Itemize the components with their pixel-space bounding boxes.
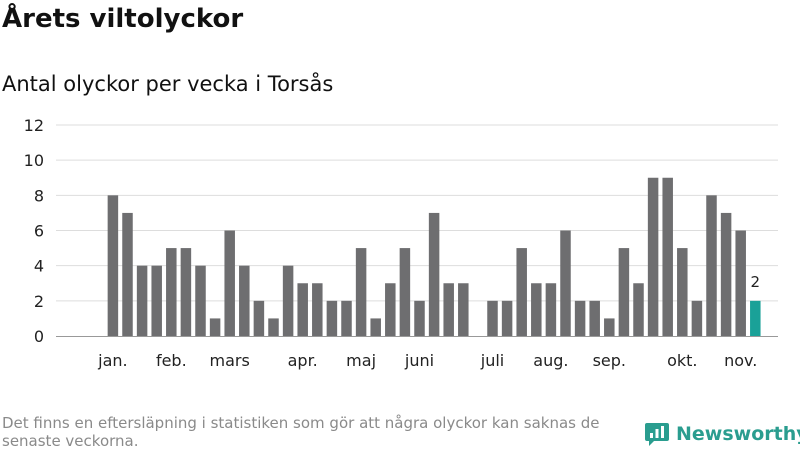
bar [107, 195, 119, 336]
bar [399, 248, 411, 336]
bar-chart: 0 2 4 6 8 10 12 2 jan. feb. mars apr. maj juni juli aug… [24, 116, 778, 370]
x-tick-label: maj [346, 351, 376, 370]
chart-subtitle: Antal olyckor per vecka i Torsås [2, 72, 334, 96]
bar [443, 283, 454, 336]
bar-highlight [750, 300, 761, 336]
bar [341, 300, 352, 336]
bar [385, 283, 396, 336]
footnote: Det finns en eftersläpning i statistiken… [2, 414, 600, 450]
bar [180, 248, 192, 336]
bar [312, 283, 323, 336]
x-tick-label: apr. [288, 351, 318, 370]
x-tick-label: juli [480, 351, 504, 370]
bar [151, 265, 162, 336]
bar [706, 195, 717, 336]
bar [166, 248, 177, 336]
bar [589, 300, 600, 336]
y-tick-label: 10 [24, 151, 44, 170]
bar [487, 300, 498, 336]
bar [122, 212, 133, 336]
x-tick-label: sep. [593, 351, 626, 370]
bar [209, 318, 221, 336]
bar [370, 318, 381, 336]
bar [574, 300, 586, 336]
bar [253, 300, 265, 336]
bar [428, 212, 440, 336]
brand-name: Newsworthy [676, 423, 800, 445]
bar [618, 248, 630, 336]
newsworthy-brand[interactable]: Newsworthy [644, 418, 800, 450]
bar [239, 265, 250, 336]
bar [691, 300, 703, 336]
bar [268, 318, 279, 336]
bar [647, 177, 659, 336]
bar [633, 283, 644, 336]
x-tick-label: aug. [533, 351, 568, 370]
bar [516, 248, 527, 336]
x-tick-label: mars [210, 351, 250, 370]
bar [677, 248, 688, 336]
bar [735, 230, 746, 336]
x-tick-label: jan. [97, 351, 127, 370]
tick-labels: 0 2 4 6 8 10 12 2 jan. feb. mars apr. maj juni juli aug… [24, 116, 760, 370]
y-tick-label: 4 [34, 257, 44, 276]
bar [531, 283, 542, 336]
bar [501, 300, 513, 336]
chart-title: Årets viltolyckor [2, 4, 244, 34]
newsworthy-logo-icon [645, 423, 669, 446]
bar [662, 177, 673, 336]
bar [458, 283, 469, 336]
bar [297, 283, 308, 336]
bar [414, 300, 425, 336]
x-tick-label: nov. [724, 351, 757, 370]
bar [195, 265, 206, 336]
data-label: 2 [751, 273, 761, 291]
y-tick-label: 8 [34, 186, 44, 205]
y-tick-label: 12 [24, 116, 44, 135]
bar [545, 283, 557, 336]
bar [326, 300, 338, 336]
x-tick-label: juni [404, 351, 434, 370]
y-tick-label: 0 [34, 327, 44, 346]
x-tick-label: feb. [156, 351, 187, 370]
bar [604, 318, 615, 336]
bar [224, 230, 235, 336]
bar [560, 230, 571, 336]
bars [56, 177, 778, 337]
bar [282, 265, 294, 336]
bar [355, 248, 367, 336]
bar [720, 212, 732, 336]
x-tick-label: okt. [667, 351, 697, 370]
bar [136, 265, 148, 336]
y-tick-label: 6 [34, 222, 44, 241]
y-tick-label: 2 [34, 292, 44, 311]
